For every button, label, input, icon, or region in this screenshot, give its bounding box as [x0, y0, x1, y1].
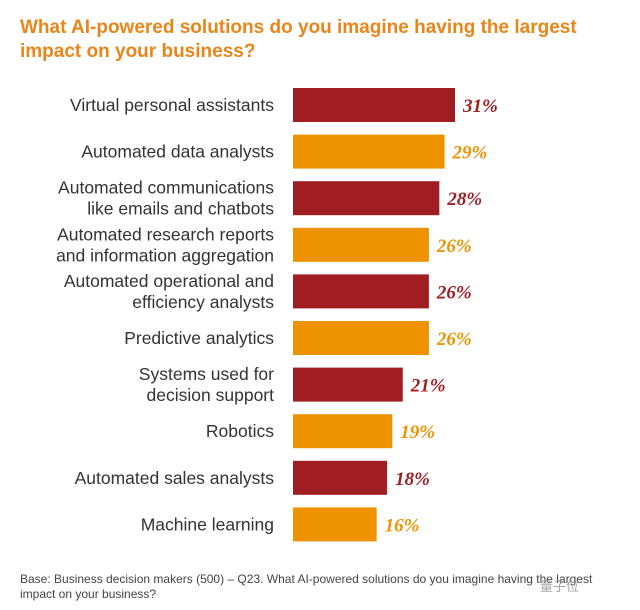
chart-title-line-1: What AI-powered solutions do you imagine… [20, 17, 577, 38]
category-label-10: Machine learning [141, 514, 274, 534]
category-label-3-line-2: like emails and chatbots [87, 199, 274, 219]
chart-title: What AI-powered solutions do you imagine… [20, 16, 620, 64]
bar-8 [293, 414, 393, 449]
footnote-line-1: Base: Business decision makers (500) – Q… [20, 572, 593, 586]
value-label-2: 29% [452, 143, 488, 164]
value-label-3: 28% [446, 189, 482, 210]
bar-4 [293, 227, 429, 262]
bar-1 [293, 88, 455, 122]
value-label-7: 21% [410, 376, 446, 397]
category-label-2: Automated data analysts [81, 142, 274, 162]
chart-title-line-2: impact on your business? [20, 41, 256, 62]
category-label-4-line-1: Automated research reports [57, 224, 274, 244]
category-label-1: Virtual personal assistants [70, 95, 274, 115]
category-label-4-line-2: and information aggregation [56, 245, 274, 265]
footnote: Base: Business decision makers (500) – Q… [20, 572, 620, 602]
footnote-line-2: impact on your business? [20, 587, 157, 601]
category-label-9: Automated sales analysts [75, 468, 275, 488]
value-label-1: 31% [462, 96, 498, 117]
value-label-4: 26% [436, 236, 472, 257]
category-label-5-line-2: efficiency analysts [132, 292, 274, 312]
bar-7 [293, 367, 403, 402]
category-label-5-line-1: Automated operational and [64, 271, 274, 291]
category-label-3-line-1: Automated communications [58, 178, 274, 198]
value-label-10: 16% [385, 515, 420, 536]
value-label-9: 18% [395, 469, 430, 490]
bar-2 [293, 134, 445, 169]
bar-9 [293, 460, 388, 495]
category-label-7-line-1: Systems used for [139, 364, 274, 384]
bar-chart: Virtual personal assistants 31% Automated … [56, 88, 498, 542]
bar-5 [293, 274, 429, 309]
bar-10 [293, 507, 377, 542]
category-label-7-line-2: decision support [147, 385, 275, 405]
value-label-6: 26% [436, 329, 472, 350]
bar-6 [293, 321, 429, 355]
category-label-8: Robotics [206, 421, 274, 441]
bar-3 [293, 181, 440, 216]
watermark: 量子位 [540, 579, 580, 594]
value-label-5: 26% [436, 282, 472, 303]
category-label-6: Predictive analytics [124, 328, 274, 348]
value-label-8: 19% [400, 422, 435, 443]
